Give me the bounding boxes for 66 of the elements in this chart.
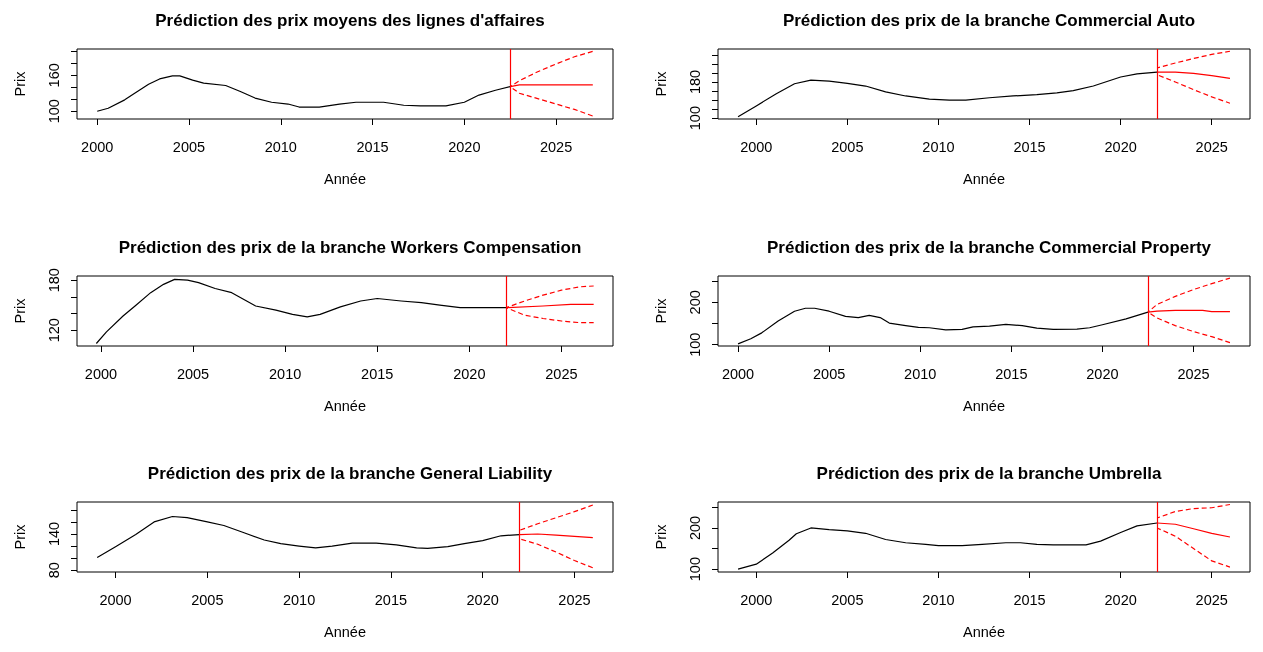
chart-title: Prédiction des prix de la branche General Liability <box>147 464 553 483</box>
x-tick-label: 2005 <box>191 591 224 608</box>
x-axis-title: Année <box>963 623 1005 640</box>
x-tick-label: 2010 <box>904 365 937 382</box>
x-tick-label: 2015 <box>374 591 408 608</box>
x-tick-label: 2010 <box>282 591 316 608</box>
x-tick-label: 2025 <box>539 138 573 155</box>
x-tick-label: 2005 <box>831 591 864 608</box>
x-tick-label: 2015 <box>356 138 389 155</box>
y-tick-label: 100 <box>686 106 703 131</box>
x-tick-label: 2020 <box>466 591 499 608</box>
x-tick-label: 2005 <box>831 138 864 155</box>
x-tick-label: 2025 <box>1195 138 1228 155</box>
y-axis-title: Prix <box>652 297 669 324</box>
y-axis-title: Prix <box>652 70 669 97</box>
x-tick-label: 2000 <box>99 591 132 608</box>
x-tick-label: 2025 <box>1195 591 1228 608</box>
x-axis-title: Année <box>963 170 1005 187</box>
x-axis-title: Année <box>324 170 366 187</box>
y-tick-label: 180 <box>686 69 703 95</box>
y-axis-title: Prix <box>652 523 669 550</box>
x-tick-label: 2010 <box>269 365 302 382</box>
y-tick-label: 140 <box>45 521 62 547</box>
y-tick-label: 80 <box>45 562 62 579</box>
y-tick-label: 100 <box>686 557 703 582</box>
y-tick-label: 120 <box>45 318 62 343</box>
x-tick-label: 2020 <box>1104 591 1137 608</box>
x-tick-label: 2020 <box>448 138 481 155</box>
y-axis-title: Prix <box>11 297 28 324</box>
x-tick-label: 2015 <box>995 365 1028 382</box>
x-tick-label: 2025 <box>1177 365 1210 382</box>
x-tick-label: 2000 <box>81 138 114 155</box>
x-tick-label: 2000 <box>721 365 755 382</box>
chart-title: Prédiction des prix de la branche Commercial Auto <box>782 11 1196 30</box>
x-axis-title: Année <box>324 623 366 640</box>
x-tick-label: 2000 <box>84 365 118 382</box>
chart-title: Prédiction des prix de la branche Umbrella <box>816 464 1162 483</box>
chart-title: Prédiction des prix de la branche Workers Compensation <box>118 238 582 257</box>
x-tick-label: 2010 <box>264 138 297 155</box>
chart-title: Prédiction des prix moyens des lignes d'affaires <box>155 11 545 30</box>
x-tick-label: 2025 <box>558 591 591 608</box>
x-tick-label: 2015 <box>1013 138 1046 155</box>
x-tick-label: 2010 <box>922 138 955 155</box>
x-tick-label: 2010 <box>922 591 955 608</box>
y-axis-title: Prix <box>11 70 28 97</box>
x-tick-label: 2005 <box>172 138 206 155</box>
x-axis-title: Année <box>324 397 366 414</box>
y-tick-label: 100 <box>686 332 703 357</box>
y-tick-label: 160 <box>45 63 62 88</box>
chart-title: Prédiction des prix de la branche Commercial Property <box>766 238 1212 257</box>
y-tick-label: 200 <box>686 290 703 315</box>
x-tick-label: 2000 <box>740 591 773 608</box>
y-tick-label: 200 <box>686 515 703 541</box>
x-tick-label: 2025 <box>545 365 578 382</box>
x-tick-label: 2005 <box>176 365 210 382</box>
y-tick-label: 100 <box>45 99 62 124</box>
x-tick-label: 2020 <box>453 365 486 382</box>
x-tick-label: 2020 <box>1086 365 1119 382</box>
x-tick-label: 2015 <box>1013 591 1046 608</box>
x-tick-label: 2005 <box>813 365 846 382</box>
x-tick-label: 2020 <box>1104 138 1137 155</box>
y-tick-label: 180 <box>45 268 62 293</box>
x-axis-title: Année <box>963 397 1005 414</box>
x-tick-label: 2000 <box>740 138 773 155</box>
x-tick-label: 2015 <box>361 365 394 382</box>
y-axis-title: Prix <box>11 523 28 550</box>
